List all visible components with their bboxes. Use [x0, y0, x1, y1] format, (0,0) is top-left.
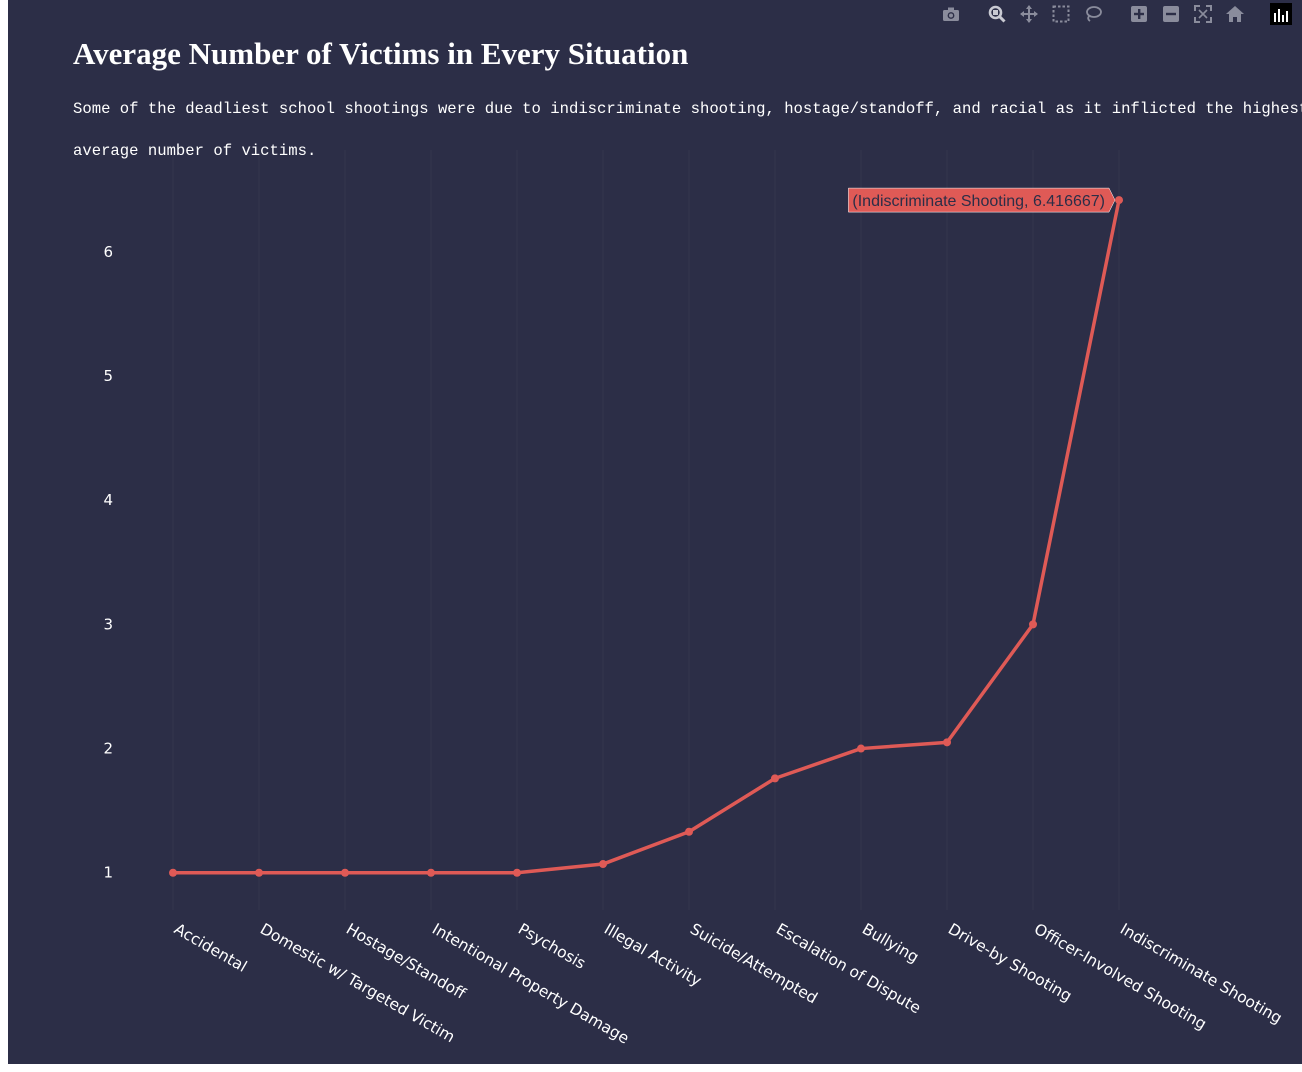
hover-tooltip-box — [848, 187, 1116, 213]
autoscale-icon[interactable] — [1190, 1, 1216, 27]
x-tick-label: Bullying — [859, 920, 922, 967]
data-point[interactable] — [685, 827, 693, 836]
chart-subtitle: Some of the deadliest school shootings w… — [73, 88, 1302, 172]
data-point[interactable] — [1115, 196, 1123, 205]
zoom-out-icon[interactable] — [1158, 1, 1184, 27]
y-tick-label: 4 — [103, 491, 113, 509]
x-axis-ticks: Accidental Domestic w/ Targeted VictimHos… — [171, 920, 1285, 1048]
box-select-icon[interactable] — [1048, 1, 1074, 27]
hover-label: (Indiscriminate Shooting, 6.416667) — [848, 187, 1116, 213]
line-chart[interactable]: 1 2 3 4 5 6 Accidental Domestic w/ Targeted Vi… — [8, 0, 1302, 1064]
data-point[interactable] — [1029, 620, 1037, 629]
data-point[interactable] — [255, 868, 263, 877]
series-line — [171, 198, 1121, 875]
modebar — [938, 0, 1302, 28]
gridlines — [172, 150, 1120, 910]
pan-icon[interactable] — [1016, 1, 1042, 27]
data-point[interactable] — [513, 868, 521, 877]
camera-icon[interactable] — [938, 1, 964, 27]
data-point[interactable] — [857, 744, 865, 753]
lasso-select-icon[interactable] — [1080, 1, 1106, 27]
chart-title: Average Number of Victims in Every Situa… — [73, 36, 689, 71]
subtitle-line-2: average number of victims. — [73, 142, 317, 160]
x-tick-label: Indiscriminate Shooting — [1117, 920, 1285, 1027]
x-tick-label: Escalation of Dispute — [773, 920, 924, 1017]
subtitle-line-1: Some of the deadliest school shootings w… — [73, 100, 1302, 118]
data-point[interactable] — [771, 774, 779, 783]
y-tick-label: 1 — [103, 864, 113, 882]
plotly-logo-icon[interactable] — [1268, 1, 1294, 27]
reset-axes-icon[interactable] — [1222, 1, 1248, 27]
data-points[interactable] — [169, 196, 1123, 877]
data-point[interactable] — [341, 868, 349, 877]
x-tick-label: Psychosis — [515, 920, 589, 973]
x-tick-label: Accidental — [171, 920, 250, 976]
data-point[interactable] — [169, 868, 177, 877]
y-tick-label: 6 — [103, 243, 113, 261]
plot-area[interactable]: 1 2 3 4 5 6 Accidental Domestic w/ Targeted Vi… — [8, 0, 1302, 1064]
y-tick-label: 3 — [103, 615, 113, 633]
data-point[interactable] — [599, 860, 607, 869]
series-line-layer — [171, 198, 1121, 875]
y-tick-label: 2 — [103, 740, 113, 758]
y-tick-label: 5 — [103, 367, 113, 385]
y-axis-ticks: 1 2 3 4 5 6 — [103, 243, 113, 882]
hover-tooltip: (Indiscriminate Shooting, 6.416667) — [848, 187, 1116, 213]
zoom-icon[interactable] — [984, 1, 1010, 27]
hover-tooltip-text: (Indiscriminate Shooting, 6.416667) — [852, 193, 1105, 210]
data-point[interactable] — [427, 868, 435, 877]
zoom-in-icon[interactable] — [1126, 1, 1152, 27]
data-point[interactable] — [943, 738, 951, 747]
